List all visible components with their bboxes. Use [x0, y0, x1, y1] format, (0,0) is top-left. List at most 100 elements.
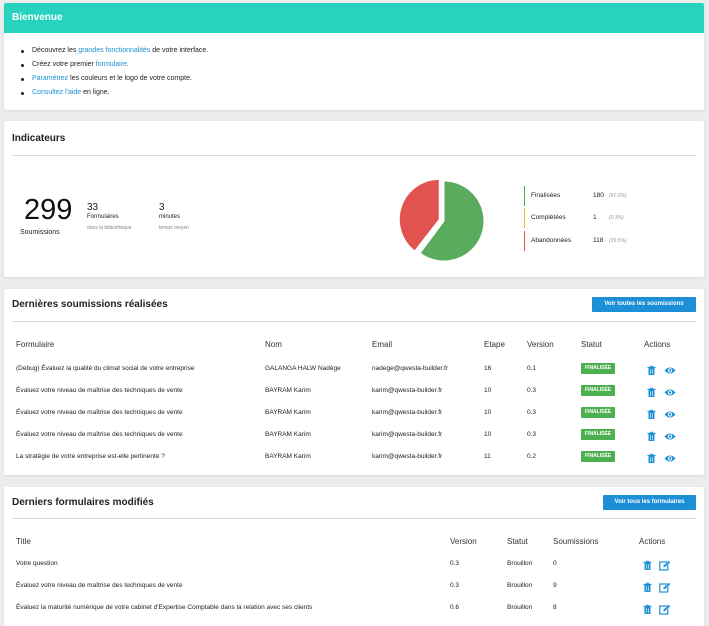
form-link[interactable]: formulaire	[95, 61, 127, 68]
time-value: 3	[159, 202, 165, 213]
row-email: karim@qwesta-builder.fr	[372, 409, 443, 416]
row-email: nadege@qwesta-builder.fr	[372, 365, 448, 372]
trash-icon[interactable]	[646, 451, 657, 463]
row-form: Évaluez votre niveau de maîtrise des tec…	[16, 431, 183, 438]
row-version: 0.3	[527, 387, 537, 394]
welcome-list: Découvrez les grandes fonctionnalités de…	[4, 33, 704, 100]
row-email: karim@qwesta-builder.fr	[372, 387, 443, 394]
form-version: 0.3	[450, 582, 460, 589]
forms-count: 33	[87, 202, 99, 213]
col-version: Version	[527, 340, 554, 349]
row-version: 0.3	[527, 409, 537, 416]
row-email: karim@qwesta-builder.fr	[372, 431, 443, 438]
col-submissions: Soumissions	[553, 537, 599, 546]
help-link[interactable]: Consultez l'aide	[32, 89, 82, 96]
forms-sub: dans la bibliothèque	[87, 225, 132, 231]
view-all-submissions-button[interactable]: Voir toutes les soumissions	[592, 297, 696, 312]
form-status: Brouillon	[507, 604, 533, 611]
edit-icon[interactable]	[659, 580, 671, 593]
col-title: Title	[16, 537, 31, 546]
form-title: Évaluez la maturité numérique de votre c…	[16, 604, 313, 611]
welcome-item: Consultez l'aide en ligne.	[14, 86, 694, 100]
welcome-item: Découvrez les grandes fonctionnalités de…	[14, 44, 694, 58]
eye-icon[interactable]	[664, 407, 676, 418]
col-email: Email	[372, 340, 393, 349]
trash-icon[interactable]	[642, 558, 653, 570]
status-pie-chart	[398, 178, 485, 262]
trash-icon[interactable]	[646, 407, 657, 419]
trash-icon[interactable]	[642, 580, 653, 592]
welcome-title: Bienvenue	[4, 3, 704, 33]
trash-icon[interactable]	[646, 429, 657, 441]
time-sub: temps moyen	[159, 225, 190, 231]
edit-icon[interactable]	[659, 602, 671, 615]
welcome-item: Paramétrez les couleurs et le logo de vo…	[14, 72, 694, 86]
settings-link[interactable]: Paramétrez	[32, 75, 69, 82]
form-status: Brouillon	[507, 560, 533, 567]
row-version: 0.3	[527, 431, 537, 438]
form-version: 0.6	[450, 604, 460, 611]
submissions-label: Soumissions	[20, 229, 60, 236]
row-step: 10	[484, 431, 492, 438]
features-link[interactable]: grandes fonctionnalités	[78, 47, 151, 54]
forms-card: Derniers formulaires modifiés Voir tous …	[4, 487, 704, 626]
pie-slice-finalisées	[419, 180, 485, 262]
status-badge: FINALISÉE	[581, 385, 616, 396]
row-name: BAYRAM Karim	[265, 387, 311, 394]
col-actions: Actions	[639, 537, 666, 546]
status-badge: FINALISÉE	[581, 363, 616, 374]
col-step: Etape	[484, 340, 505, 349]
status-badge: FINALISÉE	[581, 429, 616, 440]
row-form: La stratégie de votre entreprise est-ell…	[16, 453, 165, 460]
welcome-item: Créez votre premier formulaire.	[14, 58, 694, 72]
col-actions: Actions	[644, 340, 671, 349]
eye-icon[interactable]	[664, 451, 676, 462]
trash-icon[interactable]	[646, 385, 657, 397]
row-name: GALANGA HALW Nadège	[265, 365, 341, 372]
trash-icon[interactable]	[646, 363, 657, 375]
eye-icon[interactable]	[664, 429, 676, 440]
status-badge: FINALISÉE	[581, 451, 616, 462]
eye-icon[interactable]	[664, 385, 676, 396]
row-form: Évaluez votre niveau de maîtrise des tec…	[16, 387, 183, 394]
form-submissions: 8	[553, 604, 557, 611]
indicators-card: Indicateurs 299 Soumissions 33 Formulair…	[4, 121, 704, 277]
row-step: 16	[484, 365, 492, 372]
col-name: Nom	[265, 340, 282, 349]
form-version: 0.3	[450, 560, 460, 567]
row-version: 0.2	[527, 453, 537, 460]
row-name: BAYRAM Karim	[265, 431, 311, 438]
row-form: Évaluez votre niveau de maîtrise des tec…	[16, 409, 183, 416]
indicators-title: Indicateurs	[12, 133, 66, 144]
form-submissions: 9	[553, 582, 557, 589]
col-status: Statut	[581, 340, 602, 349]
time-label: minutes	[159, 214, 181, 220]
welcome-card: Bienvenue Découvrez les grandes fonction…	[4, 3, 704, 110]
submissions-count: 299	[24, 194, 73, 226]
row-name: BAYRAM Karim	[265, 409, 311, 416]
pie-slice-complétées	[418, 220, 445, 254]
col-form: Formulaire	[16, 340, 55, 349]
forms-title: Derniers formulaires modifiés	[12, 497, 154, 508]
trash-icon[interactable]	[642, 602, 653, 614]
legend-finalized: Finalisées 180 (60.2%)	[524, 186, 634, 206]
status-badge: FINALISÉE	[581, 407, 616, 418]
form-title: Évaluez votre niveau de maîtrise des tec…	[16, 582, 183, 589]
row-name: BAYRAM Karim	[265, 453, 311, 460]
pie-slice-abandonnées	[398, 178, 440, 252]
edit-icon[interactable]	[659, 558, 671, 571]
eye-icon[interactable]	[664, 363, 676, 374]
form-submissions: 0	[553, 560, 557, 567]
view-all-forms-button[interactable]: Voir tous les formulaires	[603, 495, 696, 510]
forms-label: Formulaires	[87, 214, 119, 220]
form-title: Votre question	[16, 560, 58, 567]
row-form: (Debug) Évaluez la qualité du climat soc…	[16, 365, 195, 372]
row-step: 10	[484, 387, 492, 394]
legend-completed: Complétées 1 (0.3%)	[524, 208, 634, 228]
submissions-title: Dernières soumissions réalisées	[12, 299, 168, 310]
row-step: 10	[484, 409, 492, 416]
col-status: Statut	[507, 537, 528, 546]
col-version: Version	[450, 537, 477, 546]
row-version: 0.1	[527, 365, 537, 372]
form-status: Brouillon	[507, 582, 533, 589]
